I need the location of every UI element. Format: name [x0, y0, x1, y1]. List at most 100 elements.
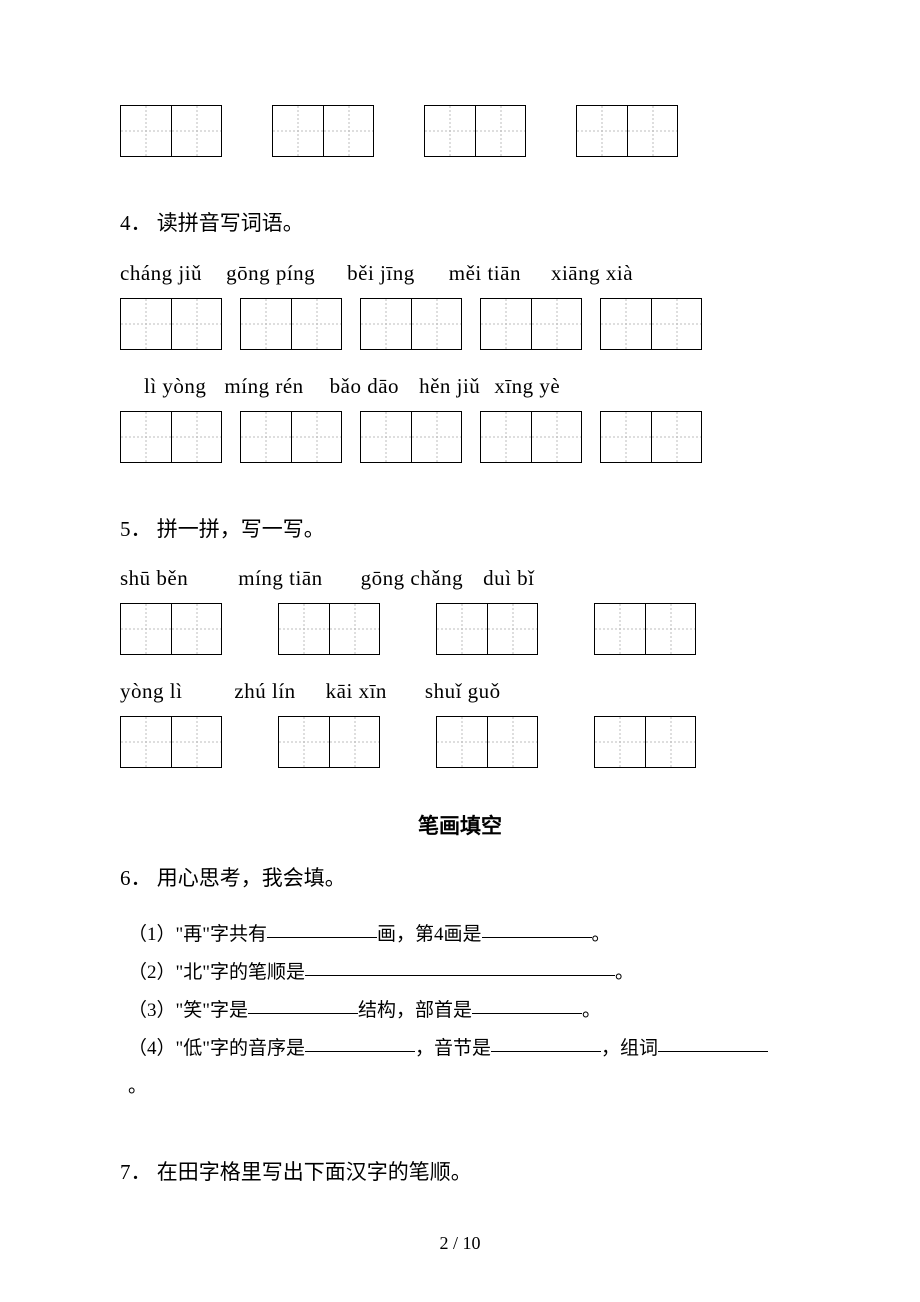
- char-box[interactable]: [436, 716, 538, 768]
- char-cell[interactable]: [171, 412, 221, 462]
- char-box[interactable]: [436, 603, 538, 655]
- char-box[interactable]: [600, 298, 702, 350]
- char-cell[interactable]: [411, 412, 461, 462]
- pinyin-word: bǎo dāo: [330, 374, 399, 399]
- pinyin-word: xiāng xià: [551, 261, 633, 286]
- char-box[interactable]: [424, 105, 526, 157]
- pinyin-word: míng tiān: [238, 566, 322, 591]
- char-cell[interactable]: [437, 604, 487, 654]
- char-cell[interactable]: [279, 717, 329, 767]
- char-cell[interactable]: [171, 604, 221, 654]
- char-cell[interactable]: [651, 412, 701, 462]
- char-cell[interactable]: [437, 717, 487, 767]
- q6-blank[interactable]: [482, 919, 592, 938]
- char-cell[interactable]: [531, 299, 581, 349]
- char-cell[interactable]: [487, 717, 537, 767]
- char-cell[interactable]: [121, 604, 171, 654]
- char-cell[interactable]: [329, 717, 379, 767]
- char-cell[interactable]: [241, 412, 291, 462]
- char-box[interactable]: [120, 603, 222, 655]
- char-cell[interactable]: [121, 717, 171, 767]
- q6-blank[interactable]: [305, 957, 615, 976]
- char-cell[interactable]: [487, 604, 537, 654]
- char-box[interactable]: [278, 716, 380, 768]
- char-cell[interactable]: [171, 106, 221, 156]
- char-cell[interactable]: [645, 604, 695, 654]
- q5-title: 拼一拼，写一写。: [157, 517, 325, 541]
- q6-blank[interactable]: [472, 995, 582, 1014]
- char-box[interactable]: [600, 411, 702, 463]
- char-box[interactable]: [240, 298, 342, 350]
- q6-blank[interactable]: [305, 1033, 415, 1052]
- char-cell[interactable]: [411, 299, 461, 349]
- q6-l3-c: 。: [582, 1000, 601, 1021]
- char-cell[interactable]: [121, 299, 171, 349]
- q6-l5: 。: [128, 1076, 147, 1097]
- char-cell[interactable]: [481, 412, 531, 462]
- q6-l1-b: 画，第4画是: [377, 924, 482, 945]
- q6-blank[interactable]: [267, 919, 377, 938]
- q5-box-row-2: [120, 716, 800, 768]
- char-cell[interactable]: [531, 412, 581, 462]
- char-box[interactable]: [576, 105, 678, 157]
- char-cell[interactable]: [627, 106, 677, 156]
- char-cell[interactable]: [651, 299, 701, 349]
- char-cell[interactable]: [595, 717, 645, 767]
- q5-pinyin-row-2: yòng lìzhú línkāi xīnshuǐ guǒ: [120, 679, 800, 704]
- q6-blank[interactable]: [248, 995, 358, 1014]
- char-box[interactable]: [594, 603, 696, 655]
- q4-pinyin-row-1: cháng jiǔgōng píngběi jīngměi tiānxiāng …: [120, 261, 800, 286]
- pinyin-word: kāi xīn: [326, 679, 387, 704]
- q6-blank[interactable]: [658, 1033, 768, 1052]
- char-cell[interactable]: [361, 412, 411, 462]
- char-box[interactable]: [480, 298, 582, 350]
- pinyin-word: shuǐ guǒ: [425, 679, 501, 704]
- pinyin-word: gōng píng: [226, 261, 315, 286]
- char-cell[interactable]: [361, 299, 411, 349]
- q6-l4-b: ，音节是: [415, 1038, 491, 1059]
- char-cell[interactable]: [273, 106, 323, 156]
- char-cell[interactable]: [481, 299, 531, 349]
- char-cell[interactable]: [279, 604, 329, 654]
- char-box[interactable]: [120, 298, 222, 350]
- char-cell[interactable]: [595, 604, 645, 654]
- q7-heading: 7． 在田字格里写出下面汉字的笔顺。: [120, 1156, 800, 1190]
- char-cell[interactable]: [171, 299, 221, 349]
- char-box[interactable]: [360, 298, 462, 350]
- char-box[interactable]: [594, 716, 696, 768]
- q6-l2-a: （2）"北"字的笔顺是: [128, 962, 305, 983]
- char-cell[interactable]: [577, 106, 627, 156]
- char-box[interactable]: [120, 411, 222, 463]
- char-box[interactable]: [120, 105, 222, 157]
- q4-box-row-2: [120, 411, 800, 463]
- q6-line-4: （4）"低"字的音序是，音节是，组词: [128, 1030, 800, 1068]
- char-cell[interactable]: [601, 299, 651, 349]
- char-box[interactable]: [360, 411, 462, 463]
- char-box[interactable]: [272, 105, 374, 157]
- char-cell[interactable]: [121, 412, 171, 462]
- char-box[interactable]: [120, 716, 222, 768]
- char-cell[interactable]: [121, 106, 171, 156]
- q6-blank[interactable]: [491, 1033, 601, 1052]
- q6-line-1: （1）"再"字共有画，第4画是。: [128, 916, 800, 954]
- char-cell[interactable]: [241, 299, 291, 349]
- q7-number: 7．: [120, 1156, 152, 1190]
- pinyin-word: měi tiān: [449, 261, 521, 286]
- pinyin-word: zhú lín: [234, 679, 295, 704]
- char-cell[interactable]: [645, 717, 695, 767]
- char-cell[interactable]: [425, 106, 475, 156]
- char-box[interactable]: [240, 411, 342, 463]
- char-cell[interactable]: [601, 412, 651, 462]
- char-cell[interactable]: [291, 412, 341, 462]
- char-cell[interactable]: [329, 604, 379, 654]
- q5-number: 5．: [120, 513, 152, 547]
- char-box[interactable]: [480, 411, 582, 463]
- char-cell[interactable]: [291, 299, 341, 349]
- pinyin-word: míng rén: [224, 374, 303, 399]
- q7-title: 在田字格里写出下面汉字的笔顺。: [157, 1160, 472, 1184]
- q5-pinyin-row-1: shū běnmíng tiāngōng chǎngduì bǐ: [120, 566, 800, 591]
- char-box[interactable]: [278, 603, 380, 655]
- char-cell[interactable]: [475, 106, 525, 156]
- char-cell[interactable]: [171, 717, 221, 767]
- char-cell[interactable]: [323, 106, 373, 156]
